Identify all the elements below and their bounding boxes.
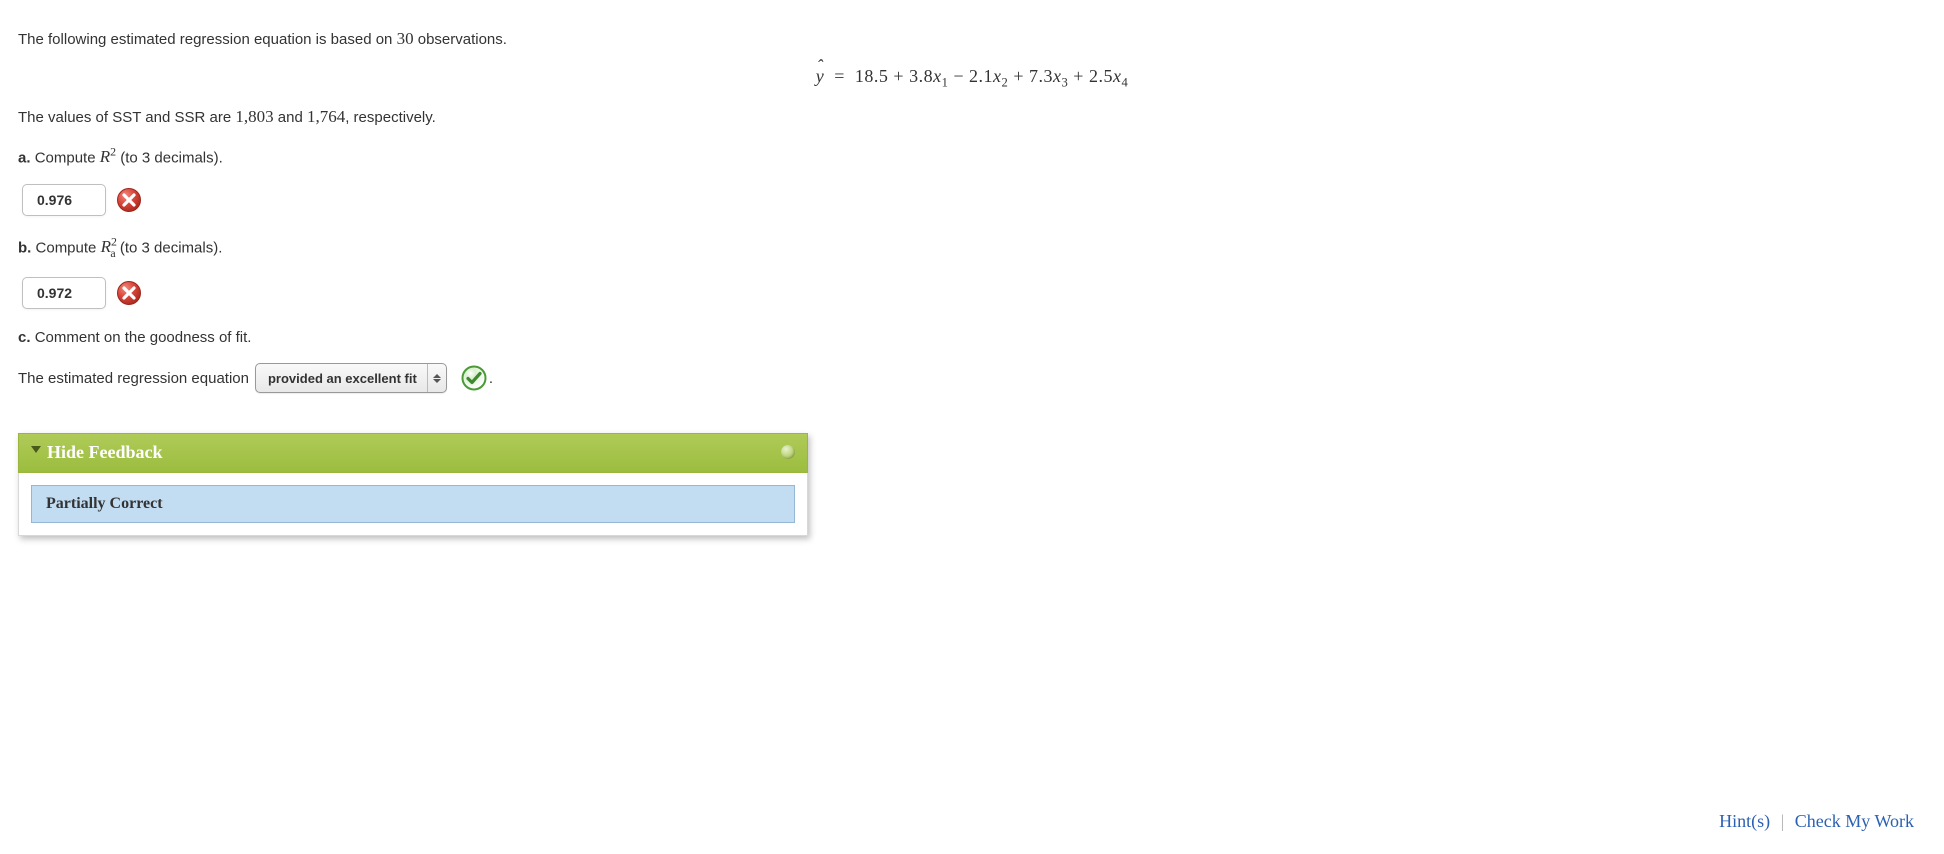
- eq-term-1: + 3.8x1: [893, 66, 948, 86]
- observations-n: 30: [397, 29, 414, 48]
- y-hat-symbol: y: [816, 66, 825, 87]
- feedback-status: Partially Correct: [31, 485, 795, 523]
- feedback-dot-icon: [781, 445, 795, 459]
- part-c-sentence-pre: The estimated regression equation: [18, 370, 249, 387]
- select-value: provided an excellent fit: [256, 371, 427, 386]
- incorrect-icon: [116, 187, 142, 213]
- part-a-label: a.: [18, 149, 31, 166]
- eq-term-2: − 2.1x2: [953, 66, 1008, 86]
- part-b-answer-input[interactable]: 0.972: [22, 277, 106, 309]
- hints-link[interactable]: Hint(s): [1719, 811, 1770, 831]
- ssr-value: 1,764: [307, 107, 345, 126]
- part-a-answer-input[interactable]: 0.976: [22, 184, 106, 216]
- chevron-down-icon: [31, 446, 41, 453]
- sst-ssr-post: , respectively.: [345, 109, 436, 126]
- intro-post: observations.: [414, 31, 507, 48]
- part-a-post: (to 3 decimals).: [116, 149, 223, 166]
- part-b-answer-row: 0.972: [22, 277, 1926, 309]
- part-b-pre: Compute: [36, 239, 101, 256]
- check-my-work-link[interactable]: Check My Work: [1795, 811, 1914, 831]
- footer-links: Hint(s) | Check My Work: [1719, 811, 1914, 832]
- correct-icon: [461, 365, 487, 391]
- part-c-label: c.: [18, 329, 31, 346]
- part-b-prompt: b. Compute R2a (to 3 decimals).: [18, 234, 1926, 263]
- feedback-panel: Hide Feedback Partially Correct: [18, 433, 808, 536]
- hide-feedback-toggle[interactable]: Hide Feedback: [18, 433, 808, 473]
- part-b-symbol: R2a: [101, 237, 116, 256]
- question-container: The following estimated regression equat…: [0, 0, 1944, 854]
- eq-term-3: + 7.3x3: [1013, 66, 1068, 86]
- sst-ssr-and: and: [274, 109, 307, 126]
- eq-term-4: + 2.5x4: [1073, 66, 1128, 86]
- part-b-post: (to 3 decimals).: [116, 239, 223, 256]
- separator: |: [1781, 811, 1785, 831]
- part-a-pre: Compute: [35, 149, 100, 166]
- incorrect-icon: [116, 280, 142, 306]
- part-c-prompt: c. Comment on the goodness of fit.: [18, 327, 1926, 350]
- chevron-updown-icon: [427, 364, 446, 392]
- intro-pre: The following estimated regression equat…: [18, 31, 397, 48]
- part-a-symbol: R2: [100, 147, 116, 166]
- intro-line: The following estimated regression equat…: [18, 26, 1926, 52]
- part-c-text: Comment on the goodness of fit.: [35, 329, 252, 346]
- sst-ssr-line: The values of SST and SSR are 1,803 and …: [18, 104, 1926, 130]
- part-b-label: b.: [18, 239, 31, 256]
- regression-equation: y = 18.5 + 3.8x1 − 2.1x2 + 7.3x3 + 2.5x4: [18, 66, 1926, 91]
- part-a-prompt: a. Compute R2 (to 3 decimals).: [18, 144, 1926, 170]
- part-c-answer-row: The estimated regression equation provid…: [18, 363, 1926, 393]
- sentence-period: .: [489, 370, 493, 387]
- eq-intercept: 18.5: [855, 66, 889, 86]
- part-a-answer-row: 0.976: [22, 184, 1926, 216]
- feedback-body: Partially Correct: [18, 473, 808, 536]
- sst-ssr-pre: The values of SST and SSR are: [18, 109, 235, 126]
- goodness-of-fit-select[interactable]: provided an excellent fit: [255, 363, 447, 393]
- sst-value: 1,803: [235, 107, 273, 126]
- feedback-header-label: Hide Feedback: [47, 442, 163, 462]
